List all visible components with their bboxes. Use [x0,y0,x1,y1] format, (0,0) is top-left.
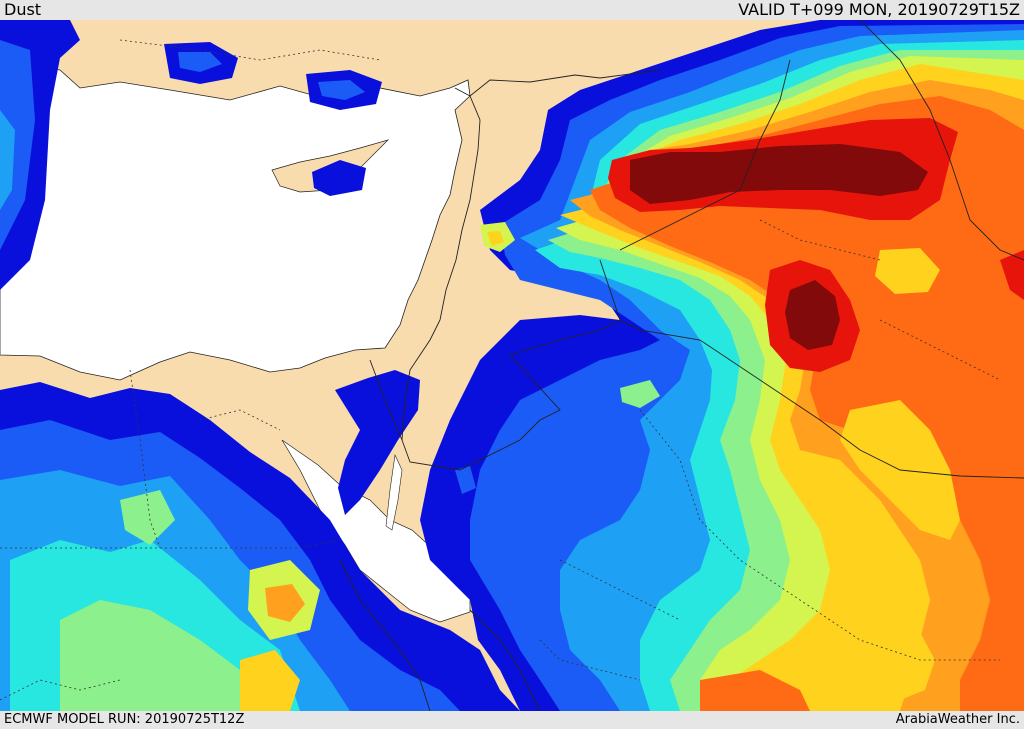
dust-map [0,20,1024,711]
mediterranean-sea [0,59,471,381]
map-title: Dust [4,0,42,19]
footer-bar: ECMWF MODEL RUN: 20190725T12Z ArabiaWeat… [0,711,1024,729]
dotted-borders [0,39,1001,701]
valid-time: VALID T+099 MON, 20190729T15Z [738,0,1020,19]
dust-map-svg [0,20,1024,711]
credit: ArabiaWeather Inc. [895,712,1020,727]
model-run: ECMWF MODEL RUN: 20190725T12Z [4,712,245,727]
borders [339,20,1024,711]
gulf-of-aqaba [385,453,403,531]
header-bar: Dust VALID T+099 MON, 20190729T15Z [0,0,1024,20]
